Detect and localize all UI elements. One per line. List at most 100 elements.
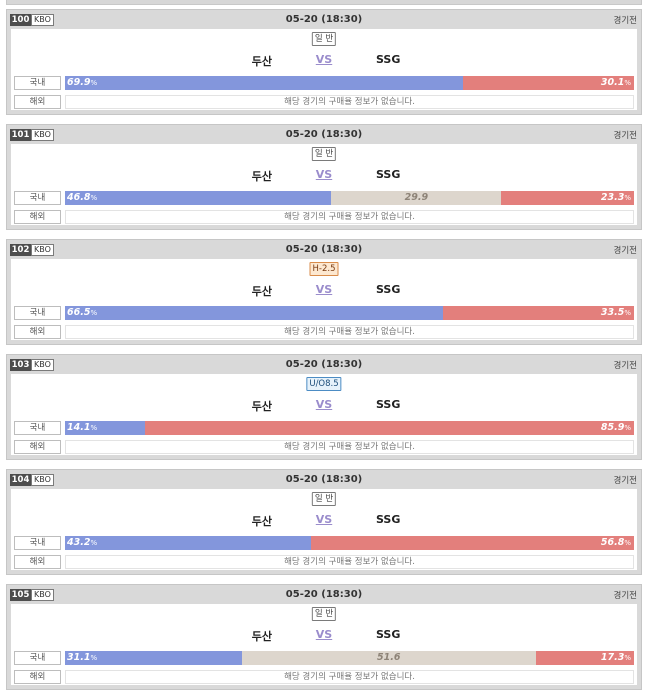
overseas-label: 해외 xyxy=(14,440,61,454)
game-number-badge: 105 xyxy=(10,589,31,601)
purchase-rate-bar: 31.1% 51.6 17.3% xyxy=(65,651,634,665)
home-rate-text: 31.1% xyxy=(67,651,97,665)
draw-rate-value: 51.6 xyxy=(377,652,401,663)
league-badge: KBO xyxy=(31,474,54,486)
game-number-badge: 101 xyxy=(10,129,31,141)
percent-sign: % xyxy=(624,194,631,202)
vs-link[interactable]: VS xyxy=(315,283,333,296)
away-rate-value: 23.3 xyxy=(600,192,625,203)
vs-link[interactable]: VS xyxy=(315,53,333,66)
away-rate-text: 33.5% xyxy=(601,306,631,320)
game-number-badge: 102 xyxy=(10,244,31,256)
matchup: 두산 VS SSG xyxy=(11,628,637,644)
percent-sign: % xyxy=(90,424,98,432)
away-rate-segment: 33.5% xyxy=(443,306,634,320)
game-header: 102 KBO 05-20 (18:30) 경기전 xyxy=(7,240,641,259)
league-badge: KBO xyxy=(31,589,54,601)
game-datetime: 05-20 (18:30) xyxy=(285,244,363,255)
home-rate-value: 66.5 xyxy=(67,307,91,318)
home-team[interactable]: 두산 xyxy=(251,55,272,68)
percent-sign: % xyxy=(90,194,98,202)
domestic-label: 국내 xyxy=(14,76,61,90)
game-status: 경기전 xyxy=(613,16,637,26)
home-rate-value: 46.8 xyxy=(67,192,91,203)
game-number-badge: 103 xyxy=(10,359,31,371)
purchase-rate-bar: 69.9% 30.1% xyxy=(65,76,634,90)
game-datetime: 05-20 (18:30) xyxy=(285,474,363,485)
overseas-no-info: 해당 경기의 구매율 정보가 없습니다. xyxy=(65,325,634,339)
game-datetime: 05-20 (18:30) xyxy=(285,359,363,370)
away-rate-value: 17.3 xyxy=(600,652,625,663)
overseas-no-info: 해당 경기의 구매율 정보가 없습니다. xyxy=(65,210,634,224)
game-header: 103 KBO 05-20 (18:30) 경기전 xyxy=(7,355,641,374)
home-rate-text: 43.2% xyxy=(67,536,97,550)
overseas-label: 해외 xyxy=(14,325,61,339)
home-rate-value: 69.9 xyxy=(67,77,91,88)
away-rate-value: 30.1 xyxy=(600,77,625,88)
bet-type-badge: 일 반 xyxy=(311,607,337,621)
away-team[interactable]: SSG xyxy=(376,168,401,181)
away-team[interactable]: SSG xyxy=(376,283,401,296)
away-team[interactable]: SSG xyxy=(376,53,401,66)
away-rate-text: 23.3% xyxy=(601,191,631,205)
bet-type-badge: 일 반 xyxy=(311,147,337,161)
game-card[interactable]: 102 KBO 05-20 (18:30) 경기전 H-2.5 두산 VS SS… xyxy=(6,239,642,345)
away-team[interactable]: SSG xyxy=(376,628,401,641)
vs-link[interactable]: VS xyxy=(315,168,333,181)
home-rate-segment: 43.2% xyxy=(65,536,311,550)
away-team[interactable]: SSG xyxy=(376,513,401,526)
draw-rate-value: 29.9 xyxy=(404,192,429,203)
overseas-label: 해외 xyxy=(14,670,61,684)
game-status: 경기전 xyxy=(613,476,637,486)
domestic-label: 국내 xyxy=(14,651,61,665)
game-body: 일 반 두산 VS SSG 국내 43.2% 56.8% 해외 해당 경기의 구매… xyxy=(11,489,637,570)
home-team[interactable]: 두산 xyxy=(251,630,272,643)
game-card[interactable]: 105 KBO 05-20 (18:30) 경기전 일 반 두산 VS SSG … xyxy=(6,584,642,690)
bet-type-badge: 일 반 xyxy=(311,492,337,506)
home-team[interactable]: 두산 xyxy=(251,400,272,413)
game-status: 경기전 xyxy=(613,131,637,141)
game-card[interactable]: 100 KBO 05-20 (18:30) 경기전 일 반 두산 VS SSG … xyxy=(6,9,642,115)
purchase-rate-bar: 14.1% 85.9% xyxy=(65,421,634,435)
vs-link[interactable]: VS xyxy=(315,398,333,411)
away-team[interactable]: SSG xyxy=(376,398,401,411)
overseas-no-info: 해당 경기의 구매율 정보가 없습니다. xyxy=(65,95,634,109)
home-team[interactable]: 두산 xyxy=(251,285,272,298)
away-rate-value: 85.9 xyxy=(600,422,625,433)
home-team[interactable]: 두산 xyxy=(251,170,272,183)
home-rate-segment: 46.8% xyxy=(65,191,332,205)
bet-type-badge: H-2.5 xyxy=(309,262,339,276)
matchup: 두산 VS SSG xyxy=(11,283,637,299)
home-rate-value: 43.2 xyxy=(67,537,91,548)
game-body: U/O8.5 두산 VS SSG 국내 14.1% 85.9% 해외 해당 경기의… xyxy=(11,374,637,455)
away-rate-value: 33.5 xyxy=(600,307,625,318)
game-card[interactable]: 101 KBO 05-20 (18:30) 경기전 일 반 두산 VS SSG … xyxy=(6,124,642,230)
away-rate-text: 85.9% xyxy=(601,421,631,435)
game-body: 일 반 두산 VS SSG 국내 46.8% 29.9 23.3% 해외 해당 경기… xyxy=(11,144,637,225)
overseas-no-info: 해당 경기의 구매율 정보가 없습니다. xyxy=(65,440,634,454)
matchup: 두산 VS SSG xyxy=(11,53,637,69)
previous-card-edge xyxy=(6,0,642,5)
game-header: 100 KBO 05-20 (18:30) 경기전 xyxy=(7,10,641,29)
game-card[interactable]: 103 KBO 05-20 (18:30) 경기전 U/O8.5 두산 VS S… xyxy=(6,354,642,460)
game-status: 경기전 xyxy=(613,591,637,601)
draw-rate-segment: 29.9 xyxy=(331,191,502,205)
home-rate-text: 14.1% xyxy=(67,421,97,435)
away-rate-text: 30.1% xyxy=(601,76,631,90)
overseas-label: 해외 xyxy=(14,555,61,569)
game-card[interactable]: 104 KBO 05-20 (18:30) 경기전 일 반 두산 VS SSG … xyxy=(6,469,642,575)
purchase-rate-bar: 43.2% 56.8% xyxy=(65,536,634,550)
game-status: 경기전 xyxy=(613,361,637,371)
home-team[interactable]: 두산 xyxy=(251,515,272,528)
overseas-label: 해외 xyxy=(14,95,61,109)
game-datetime: 05-20 (18:30) xyxy=(285,589,363,600)
game-datetime: 05-20 (18:30) xyxy=(285,14,363,25)
percent-sign: % xyxy=(90,309,98,317)
matchup: 두산 VS SSG xyxy=(11,398,637,414)
percent-sign: % xyxy=(624,309,631,317)
league-badge: KBO xyxy=(31,14,54,26)
vs-link[interactable]: VS xyxy=(315,513,333,526)
away-rate-segment: 85.9% xyxy=(145,421,634,435)
vs-link[interactable]: VS xyxy=(315,628,333,641)
league-badge: KBO xyxy=(31,359,54,371)
